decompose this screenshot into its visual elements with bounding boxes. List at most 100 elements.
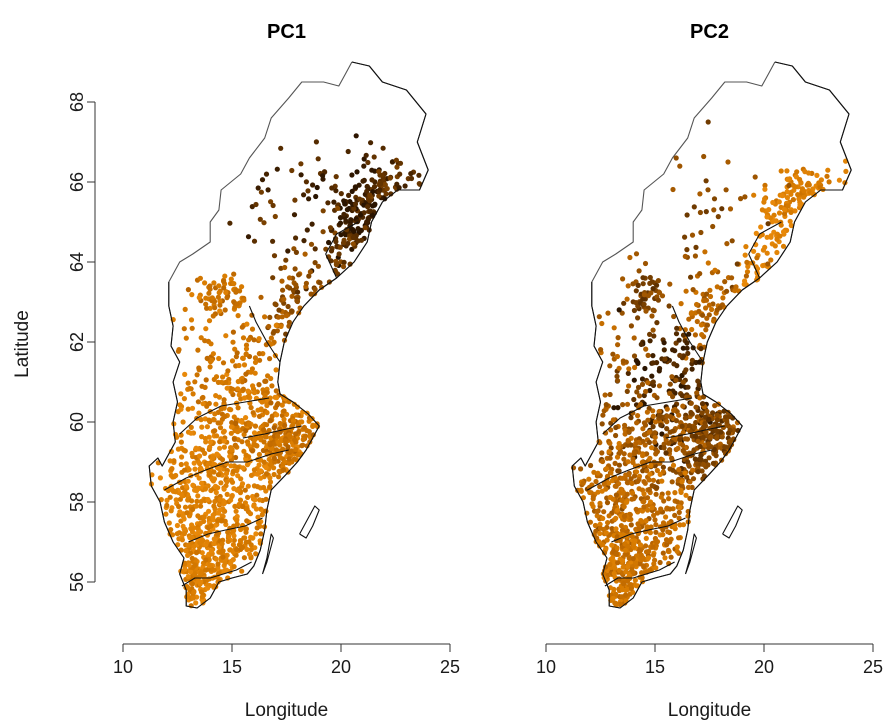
data-point (593, 478, 599, 485)
data-point (642, 442, 648, 448)
data-point (240, 335, 247, 341)
data-point (343, 218, 349, 224)
data-point (647, 530, 654, 536)
data-point (263, 464, 269, 471)
data-point (309, 221, 315, 227)
data-point (760, 247, 767, 253)
data-point (199, 424, 205, 430)
data-point (801, 188, 807, 194)
data-point (604, 537, 610, 543)
data-point (616, 440, 622, 447)
data-point (795, 192, 801, 198)
data-point (634, 420, 640, 426)
y-tick-label: 58 (67, 492, 87, 512)
data-point (208, 548, 214, 554)
data-point (209, 295, 215, 301)
data-point (669, 374, 675, 380)
data-point (677, 470, 684, 477)
data-point (700, 312, 706, 318)
data-point (254, 492, 260, 498)
data-point (213, 401, 219, 407)
data-point (223, 470, 230, 477)
data-point (762, 186, 768, 192)
data-point (817, 184, 823, 190)
data-point (231, 271, 237, 277)
data-point (293, 249, 299, 255)
data-point (692, 332, 699, 338)
data-point (599, 488, 605, 494)
data-point (631, 451, 638, 457)
data-point (614, 545, 620, 551)
data-point (204, 355, 210, 361)
data-point (595, 470, 601, 476)
data-point (607, 561, 613, 568)
data-point (178, 461, 184, 468)
data-point (190, 595, 196, 601)
data-point (219, 541, 225, 547)
data-point (619, 497, 625, 503)
data-point (680, 448, 686, 454)
data-point (201, 514, 207, 520)
data-point (215, 472, 221, 478)
data-point (221, 508, 227, 514)
data-point (738, 196, 744, 202)
data-point (222, 307, 228, 313)
data-point (660, 532, 666, 538)
data-point (781, 211, 788, 217)
data-point (632, 577, 639, 583)
data-point (725, 159, 731, 165)
scatter-points (570, 119, 849, 608)
data-point (698, 229, 704, 236)
data-point (349, 172, 355, 178)
data-point (692, 433, 699, 439)
data-point (643, 308, 649, 314)
data-point (676, 467, 682, 473)
data-point (621, 581, 627, 587)
data-point (181, 447, 187, 453)
data-point (591, 469, 597, 475)
data-point (243, 371, 249, 377)
data-point (254, 525, 260, 531)
data-point (717, 305, 723, 311)
data-point (315, 263, 321, 269)
data-point (320, 208, 326, 214)
data-point (363, 152, 369, 158)
data-point (687, 479, 693, 485)
data-point (233, 287, 239, 293)
data-point (651, 512, 657, 519)
data-point (619, 587, 626, 593)
data-point (659, 431, 665, 437)
data-point (212, 428, 218, 434)
data-point (195, 399, 201, 405)
data-point (371, 154, 377, 160)
data-point (616, 462, 623, 468)
data-point (244, 546, 250, 553)
data-point (282, 264, 288, 271)
data-point (291, 246, 297, 252)
data-point (231, 523, 237, 529)
data-point (221, 444, 227, 450)
x-tick-label: 15 (222, 657, 242, 677)
data-point (279, 314, 285, 320)
data-point (628, 582, 634, 588)
data-point (227, 453, 233, 459)
data-point (238, 418, 244, 424)
data-point (694, 301, 700, 308)
data-point (174, 531, 180, 537)
data-point (676, 509, 682, 515)
data-point (240, 465, 246, 471)
data-point (204, 424, 210, 430)
data-point (643, 388, 649, 395)
data-point (245, 494, 251, 500)
data-point (198, 529, 204, 535)
data-point (698, 322, 705, 328)
data-point (367, 192, 373, 198)
data-point (684, 436, 691, 442)
data-point (621, 451, 627, 457)
data-point (190, 506, 196, 512)
data-point (182, 566, 188, 572)
region-boundary (604, 561, 675, 587)
data-point (192, 571, 198, 577)
data-point (636, 486, 642, 492)
data-point (228, 463, 234, 469)
